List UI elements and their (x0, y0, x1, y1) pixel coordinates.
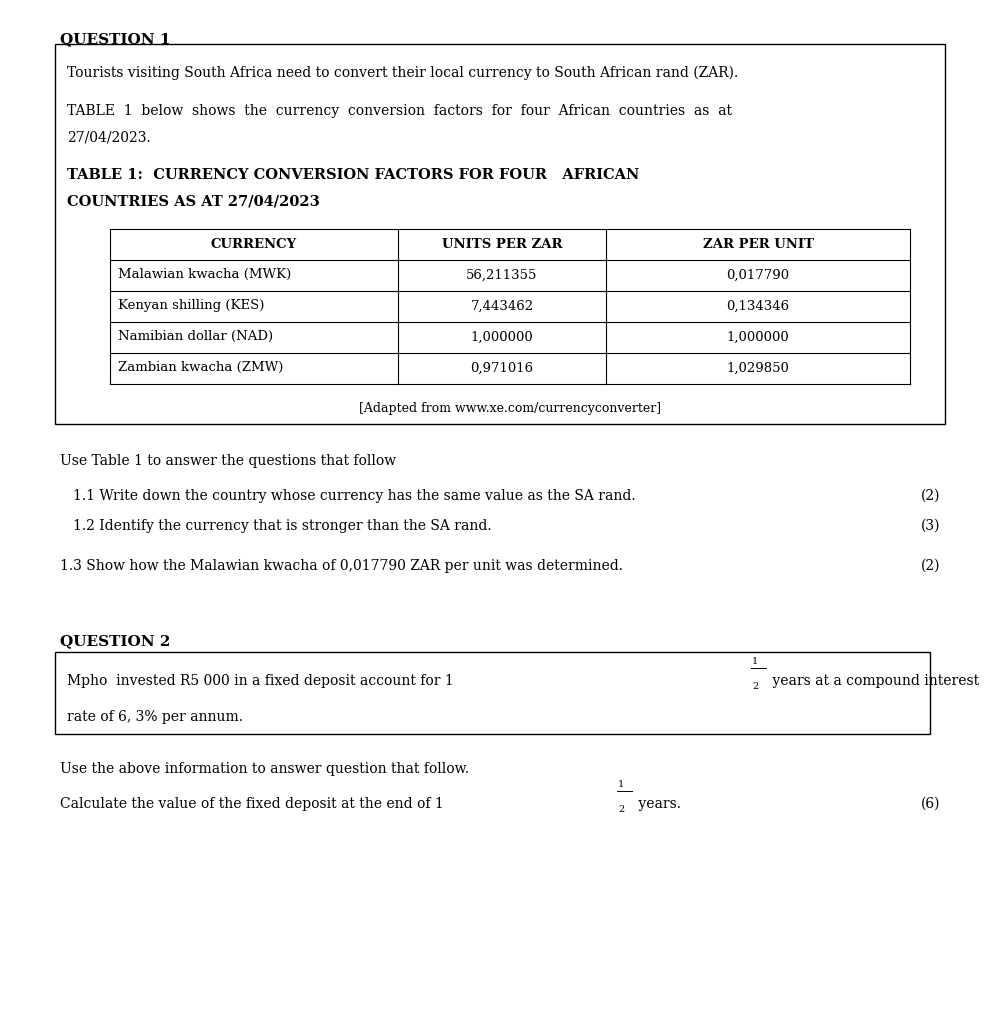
Text: 56,211355: 56,211355 (465, 268, 537, 282)
Bar (109, 229, 909, 384)
Text: COUNTRIES AS AT 27/04/2023: COUNTRIES AS AT 27/04/2023 (67, 194, 319, 208)
Text: 7,443462: 7,443462 (470, 299, 533, 313)
Text: Calculate the value of the fixed deposit at the end of 1: Calculate the value of the fixed deposit… (60, 797, 444, 811)
Text: Use Table 1 to answer the questions that follow: Use Table 1 to answer the questions that… (60, 454, 395, 468)
Text: years at a compound interest: years at a compound interest (767, 674, 978, 688)
Text: (2): (2) (920, 559, 939, 573)
Text: TABLE 1:  CURRENCY CONVERSION FACTORS FOR FOUR   AFRICAN: TABLE 1: CURRENCY CONVERSION FACTORS FOR… (67, 168, 639, 182)
Text: (2): (2) (920, 489, 939, 503)
Text: (6): (6) (920, 797, 939, 811)
Text: 1,029850: 1,029850 (726, 361, 789, 375)
Text: 1: 1 (617, 780, 623, 789)
Text: 0,017790: 0,017790 (726, 268, 789, 282)
Text: (3): (3) (920, 519, 939, 533)
Text: 1,000000: 1,000000 (470, 330, 532, 344)
Bar (55, 652, 929, 734)
Text: Mpho  invested R5 000 in a fixed deposit account for 1: Mpho invested R5 000 in a fixed deposit … (67, 674, 454, 688)
Text: 2: 2 (751, 682, 757, 691)
Text: 27/04/2023.: 27/04/2023. (67, 130, 151, 144)
Text: TABLE  1  below  shows  the  currency  conversion  factors  for  four  African  : TABLE 1 below shows the currency convers… (67, 104, 732, 118)
Text: UNITS PER ZAR: UNITS PER ZAR (442, 238, 562, 252)
Text: 1.2 Identify the currency that is stronger than the SA rand.: 1.2 Identify the currency that is strong… (73, 519, 491, 533)
Bar (55, 45, 944, 424)
Text: Namibian dollar (NAD): Namibian dollar (NAD) (118, 330, 273, 344)
Text: Kenyan shilling (KES): Kenyan shilling (KES) (118, 299, 264, 313)
Text: Malawian kwacha (MWK): Malawian kwacha (MWK) (118, 268, 291, 282)
Text: rate of 6, 3% per annum.: rate of 6, 3% per annum. (67, 710, 243, 724)
Text: Use the above information to answer question that follow.: Use the above information to answer ques… (60, 762, 468, 776)
Text: 0,971016: 0,971016 (470, 361, 533, 375)
Text: 0,134346: 0,134346 (726, 299, 789, 313)
Text: 1: 1 (751, 657, 757, 666)
Text: 2: 2 (617, 805, 623, 814)
Text: ZAR PER UNIT: ZAR PER UNIT (702, 238, 812, 252)
Text: years.: years. (633, 797, 680, 811)
Text: Zambian kwacha (ZMW): Zambian kwacha (ZMW) (118, 361, 283, 375)
Text: Tourists visiting South Africa need to convert their local currency to South Afr: Tourists visiting South Africa need to c… (67, 66, 738, 81)
Text: CURRENCY: CURRENCY (211, 238, 297, 252)
Text: [Adapted from www.xe.com/currencyconverter]: [Adapted from www.xe.com/currencyconvert… (359, 402, 661, 415)
Text: 1.3 Show how the Malawian kwacha of 0,017790 ZAR per unit was determined.: 1.3 Show how the Malawian kwacha of 0,01… (60, 559, 622, 573)
Text: 1.1 Write down the country whose currency has the same value as the SA rand.: 1.1 Write down the country whose currenc… (73, 489, 635, 503)
Text: 1,000000: 1,000000 (726, 330, 789, 344)
Text: QUESTION 2: QUESTION 2 (60, 634, 171, 648)
Text: QUESTION 1: QUESTION 1 (60, 32, 171, 46)
